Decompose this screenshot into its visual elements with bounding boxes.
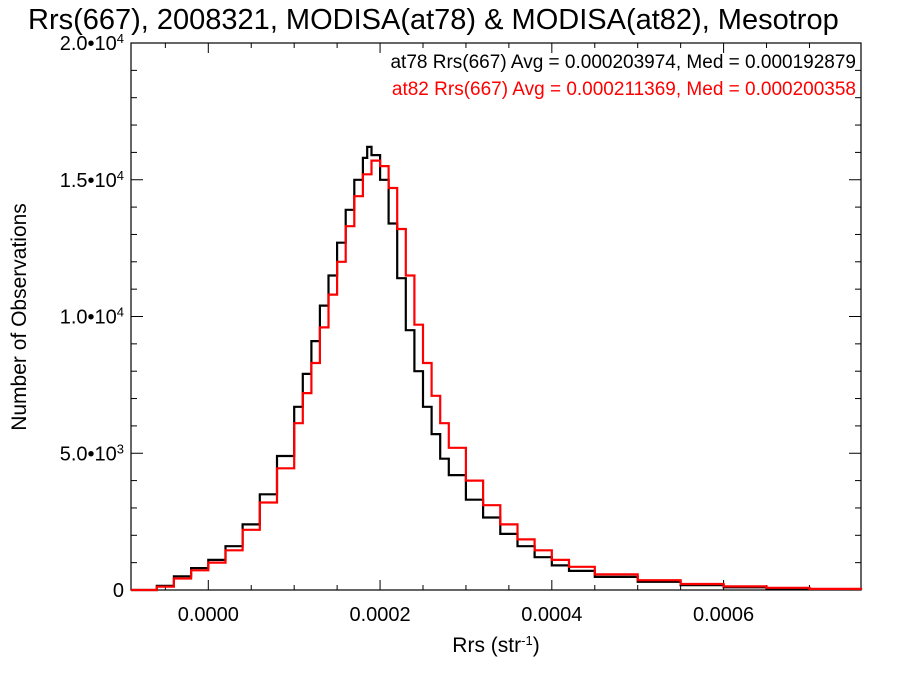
y-tick-label: 2.0•104 — [60, 31, 124, 56]
x-tick-label: 0.0002 — [349, 604, 410, 626]
series-line-at78 — [131, 145, 863, 592]
y-tick-label: 1.0•104 — [60, 304, 124, 329]
series-line-at82 — [131, 159, 863, 592]
y-tick-label: 0 — [113, 580, 124, 602]
y-tick-label: 5.0•103 — [60, 441, 124, 466]
y-tick-label: 1.5•104 — [60, 167, 124, 192]
y-axis-label: Number of Observations — [8, 203, 31, 431]
x-axis-label: Rrs (str-1) — [452, 633, 539, 658]
series-stats-at82: at82 Rrs(667) Avg = 0.000211369, Med = 0… — [392, 79, 856, 100]
x-tick-label: 0.0004 — [521, 604, 582, 626]
plot-frame — [130, 42, 862, 591]
series-stats-at78: at78 Rrs(667) Avg = 0.000203974, Med = 0… — [390, 52, 856, 73]
x-tick-label: 0.0006 — [693, 604, 754, 626]
chart-title: Rrs(667), 2008321, MODISA(at78) & MODISA… — [28, 4, 839, 36]
x-tick-label: 0.0000 — [178, 604, 239, 626]
